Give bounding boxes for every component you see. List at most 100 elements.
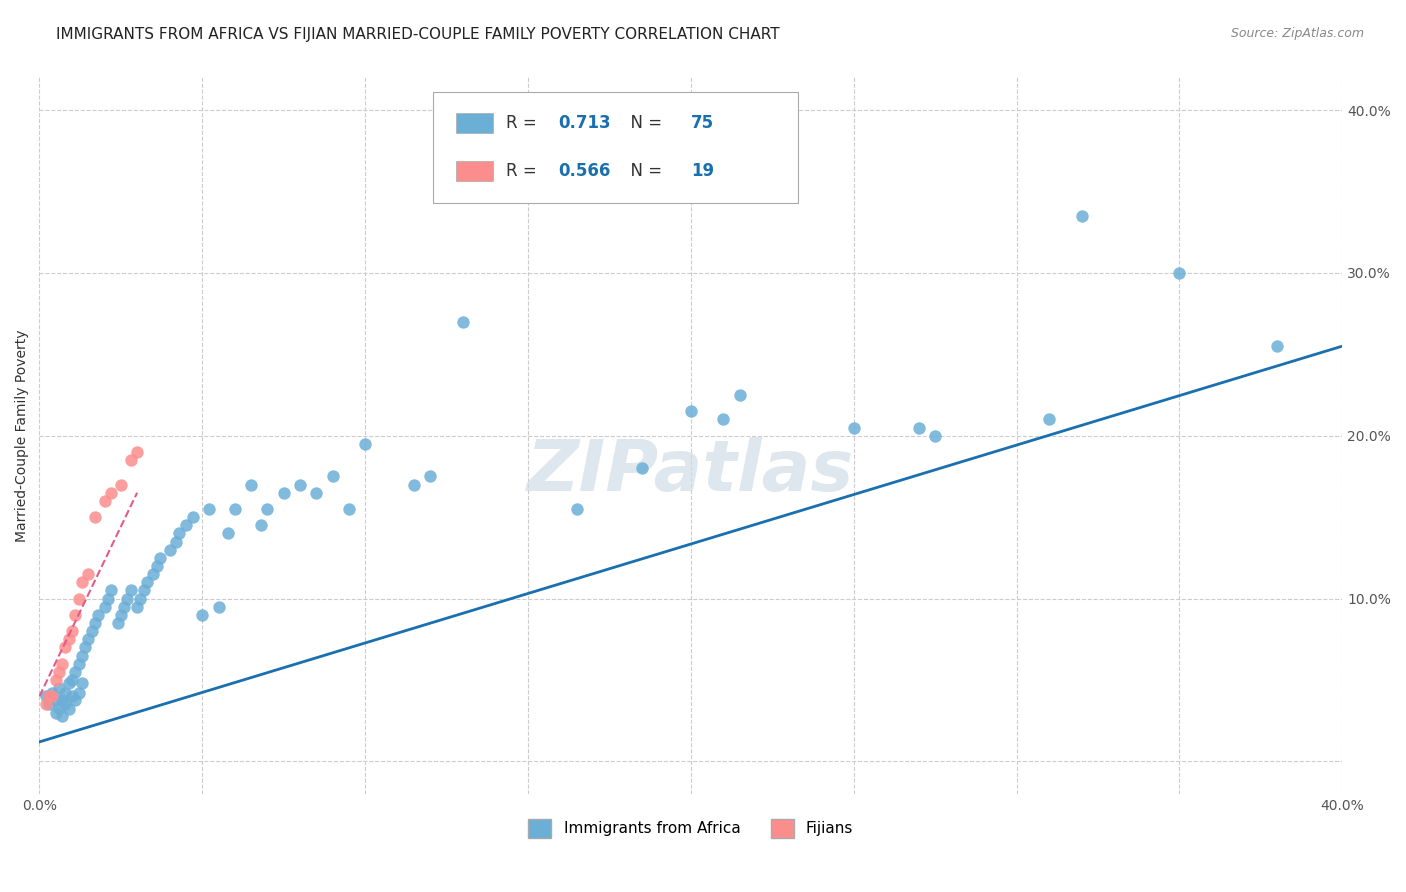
Point (48, 681, 70, 695)
Text: 0.566: 0.566 (558, 161, 610, 179)
Point (631, 461, 654, 475)
Point (93, 599, 115, 614)
Point (35, 698, 58, 712)
Point (127, 445, 149, 459)
Point (100, 583, 122, 598)
Point (55, 640, 77, 655)
Point (110, 477, 132, 491)
Point (402, 477, 425, 491)
Text: 0.713: 0.713 (558, 113, 610, 132)
Point (35, 690, 58, 704)
Point (73, 640, 96, 655)
Point (165, 534, 187, 549)
Y-axis label: Married-Couple Family Poverty: Married-Couple Family Poverty (15, 329, 30, 542)
Text: R =: R = (506, 113, 541, 132)
Point (149, 550, 172, 565)
Point (273, 485, 295, 500)
Point (55, 698, 77, 712)
Point (65, 692, 87, 706)
Legend: Immigrants from Africa, Fijians: Immigrants from Africa, Fijians (522, 813, 859, 844)
Text: IMMIGRANTS FROM AFRICA VS FIJIAN MARRIED-COUPLE FAMILY POVERTY CORRELATION CHART: IMMIGRANTS FROM AFRICA VS FIJIAN MARRIED… (56, 27, 780, 42)
Point (60, 690, 83, 704)
Point (58, 702, 80, 716)
Point (67, 686, 90, 700)
Point (337, 502, 360, 516)
Text: N =: N = (620, 113, 668, 132)
Point (240, 477, 263, 491)
Point (48, 665, 70, 679)
Point (87, 607, 110, 622)
Point (77, 632, 100, 647)
Point (679, 404, 702, 418)
Point (127, 599, 149, 614)
Point (67, 591, 90, 606)
Point (129, 591, 152, 606)
FancyBboxPatch shape (433, 92, 797, 202)
Point (70, 676, 93, 690)
Point (65, 607, 87, 622)
Point (197, 502, 219, 516)
Point (83, 615, 105, 630)
Point (135, 575, 157, 590)
Point (1265, 339, 1288, 353)
Point (181, 510, 204, 524)
Point (97, 591, 120, 606)
Point (65, 665, 87, 679)
Point (51, 709, 73, 723)
Text: Source: ZipAtlas.com: Source: ZipAtlas.com (1230, 27, 1364, 40)
Point (41, 686, 63, 700)
Point (354, 437, 377, 451)
Point (60, 673, 83, 687)
Point (451, 315, 474, 329)
Point (67, 657, 90, 671)
Point (45, 706, 67, 720)
Point (288, 477, 311, 491)
Point (924, 428, 946, 442)
Point (58, 676, 80, 690)
Text: 75: 75 (690, 113, 714, 132)
Point (70, 575, 93, 590)
Point (120, 453, 142, 467)
Text: N =: N = (620, 161, 668, 179)
Point (83, 510, 105, 524)
Point (159, 542, 181, 557)
Point (80, 624, 103, 639)
Point (51, 657, 73, 671)
Point (1038, 412, 1060, 426)
Point (174, 518, 197, 533)
Point (842, 420, 865, 434)
Point (207, 599, 229, 614)
Text: 19: 19 (690, 161, 714, 179)
Point (224, 502, 246, 516)
Point (169, 526, 191, 541)
Point (132, 583, 155, 598)
Point (55, 686, 77, 700)
Point (60, 624, 83, 639)
Point (51, 692, 73, 706)
Point (191, 607, 214, 622)
Point (322, 469, 344, 483)
Point (107, 615, 129, 630)
Point (38, 690, 60, 704)
FancyBboxPatch shape (457, 112, 494, 133)
Point (908, 420, 931, 434)
Text: ZIPatlas: ZIPatlas (527, 437, 855, 506)
Point (117, 591, 139, 606)
Point (217, 526, 239, 541)
Point (48, 700, 70, 714)
Point (142, 567, 165, 582)
Point (305, 485, 328, 500)
Point (1168, 266, 1191, 280)
FancyBboxPatch shape (457, 161, 494, 180)
Point (565, 502, 588, 516)
Point (120, 583, 142, 598)
Point (728, 388, 751, 402)
Point (93, 494, 115, 508)
Point (256, 502, 278, 516)
Point (58, 632, 80, 647)
Point (100, 485, 122, 500)
Point (41, 690, 63, 704)
Point (419, 469, 441, 483)
Point (1070, 209, 1092, 223)
Point (38, 698, 60, 712)
